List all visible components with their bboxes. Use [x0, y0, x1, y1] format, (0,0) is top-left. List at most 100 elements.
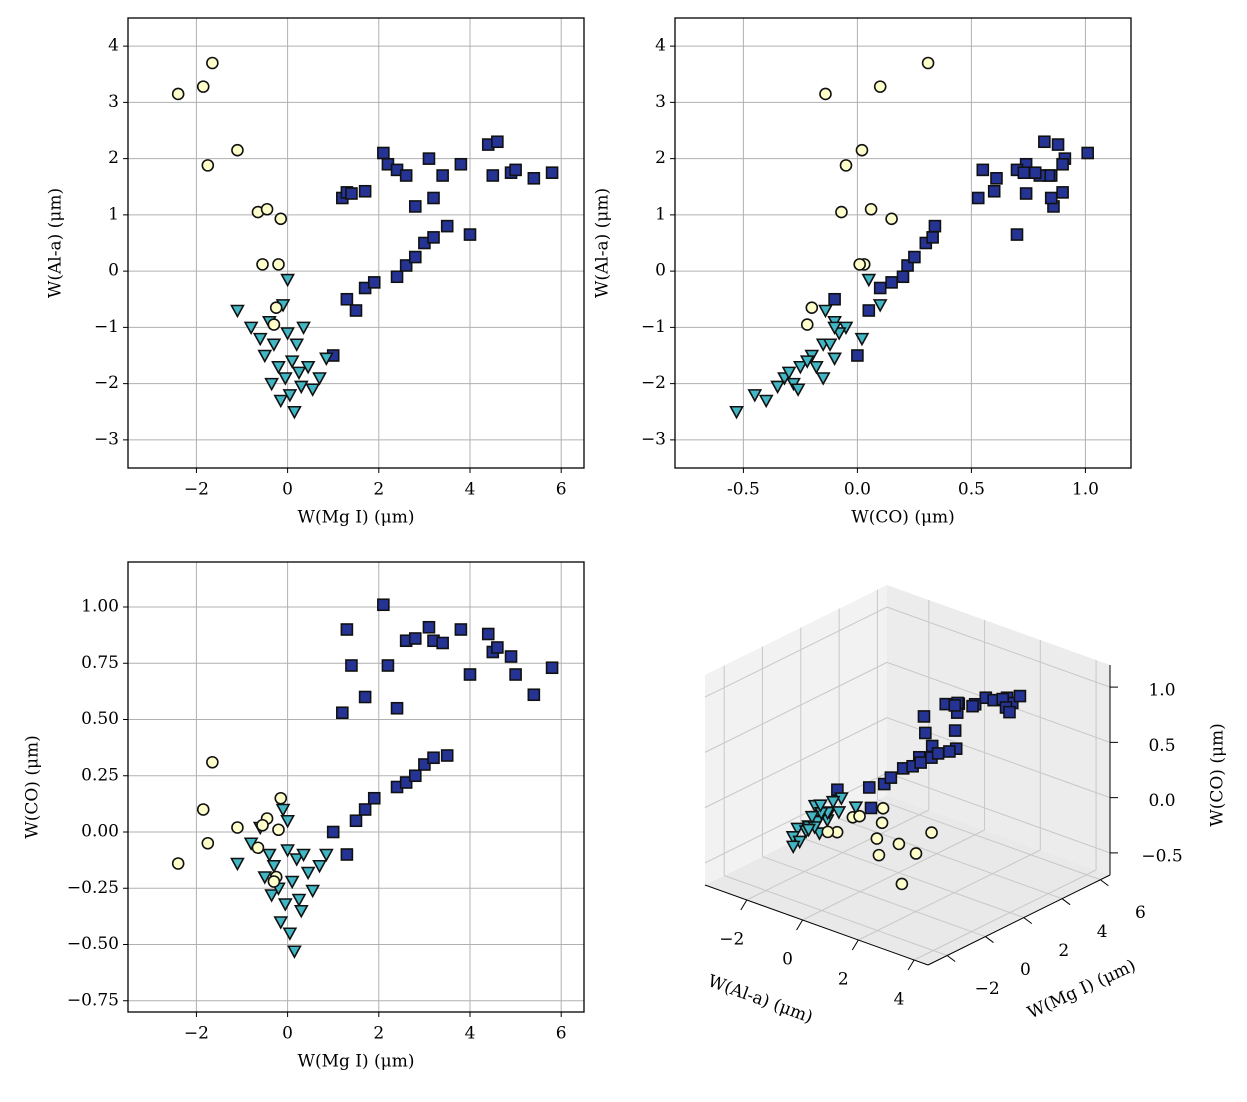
triangle-marker	[277, 898, 293, 912]
square-marker	[1044, 191, 1058, 205]
square-marker	[966, 699, 979, 713]
z-axis-label: W(CO) (μm)	[1208, 723, 1228, 827]
y-axis-label: W(CO) (μm)	[23, 735, 43, 839]
square-marker	[545, 661, 559, 675]
square-marker	[390, 701, 404, 715]
triangle-marker	[284, 355, 300, 369]
triangle-marker	[827, 352, 842, 366]
grid-line	[858, 849, 1041, 941]
triangle-marker	[262, 848, 277, 863]
circle-marker	[835, 205, 848, 219]
triangle-marker	[825, 795, 841, 810]
x-tick-label: 4	[894, 990, 905, 1010]
square-marker	[399, 259, 413, 272]
square-marker	[463, 668, 477, 681]
y-tick-label: 4	[1097, 922, 1108, 942]
circle-marker	[873, 80, 887, 93]
circle-marker	[853, 809, 866, 823]
x-tick-label: 6	[556, 1024, 567, 1044]
triangle-marker	[831, 806, 847, 820]
triangle-marker	[804, 810, 820, 825]
circle-marker	[875, 816, 889, 830]
square-marker	[862, 304, 876, 317]
triangle-marker	[289, 853, 305, 867]
square-marker	[336, 706, 349, 720]
circle-marker	[855, 143, 869, 157]
y-tick-label: 6	[1135, 903, 1146, 923]
triangle-marker	[312, 372, 327, 386]
square-marker	[377, 598, 390, 612]
y-tick-label: 4	[655, 36, 666, 56]
y-tick-label: −2	[975, 979, 1000, 999]
square-marker	[896, 270, 910, 284]
y-tick-label: 2	[108, 148, 119, 168]
y-tick-label: 1	[108, 204, 119, 224]
grid-line	[704, 606, 888, 698]
circle-marker	[269, 301, 283, 314]
y-tick-label: 1	[655, 204, 666, 224]
square-marker	[509, 668, 522, 681]
triangle-marker	[319, 352, 334, 366]
square-marker	[390, 270, 404, 284]
square-marker	[367, 791, 381, 805]
y-tick-label: −0.50	[67, 934, 119, 954]
circle-marker	[231, 821, 244, 834]
y-tick-label: 0.25	[81, 765, 119, 785]
y-tick-label: −0.75	[67, 990, 119, 1010]
triangle-marker	[287, 405, 302, 420]
circle-marker	[885, 212, 898, 226]
y-axis-label: W(Al-a) (μm)	[593, 188, 613, 298]
square-marker	[873, 281, 887, 295]
circle-marker	[201, 836, 215, 850]
circle-marker	[171, 87, 185, 101]
square-marker	[408, 250, 422, 264]
triangle-marker	[861, 273, 877, 288]
grid-line	[802, 829, 985, 921]
circle-marker	[800, 318, 814, 331]
grid-line	[762, 856, 986, 938]
y-tick-label: −3	[94, 429, 119, 449]
triangle-marker	[293, 904, 309, 919]
square-marker	[436, 169, 449, 182]
square-marker	[345, 187, 358, 200]
circle-marker	[895, 877, 909, 891]
square-marker	[990, 172, 1003, 185]
circle-marker	[272, 258, 285, 271]
square-marker	[928, 219, 942, 233]
tick-mark	[851, 939, 859, 951]
triangle-marker	[291, 893, 307, 908]
y-tick-label: 0.50	[81, 709, 119, 729]
circle-marker	[256, 818, 269, 832]
triangle-marker	[280, 327, 295, 341]
triangle-marker	[296, 848, 311, 863]
square-marker	[987, 184, 1001, 198]
square-marker	[919, 726, 932, 740]
grid-line	[704, 661, 888, 753]
square-marker	[527, 172, 541, 185]
circle-marker	[206, 755, 219, 769]
triangle-marker	[277, 372, 293, 386]
tick-mark	[1023, 917, 1033, 925]
circle-marker	[274, 212, 288, 226]
triangle-marker	[291, 366, 307, 381]
x-axis-line	[704, 884, 929, 966]
square-marker	[885, 276, 898, 289]
square-marker	[367, 276, 381, 289]
x-tick-label: −2	[184, 1024, 209, 1044]
square-marker	[454, 157, 468, 171]
triangle-marker	[275, 803, 291, 818]
triangle-marker	[818, 304, 833, 319]
triangle-marker	[266, 859, 282, 874]
y-tick-label: 2	[655, 148, 666, 168]
square-marker	[427, 751, 440, 765]
square-marker	[527, 688, 541, 702]
y-tick-label: 0.75	[81, 653, 119, 673]
tick-mark	[796, 919, 803, 931]
x-tick-label: -0.5	[727, 480, 760, 500]
x-tick-label: 0	[282, 480, 293, 500]
square-marker	[1056, 157, 1069, 171]
circle-marker	[839, 159, 853, 172]
z-tick-label: 0.5	[1148, 736, 1175, 756]
x-axis-label: W(Mg I) (μm)	[298, 508, 415, 528]
